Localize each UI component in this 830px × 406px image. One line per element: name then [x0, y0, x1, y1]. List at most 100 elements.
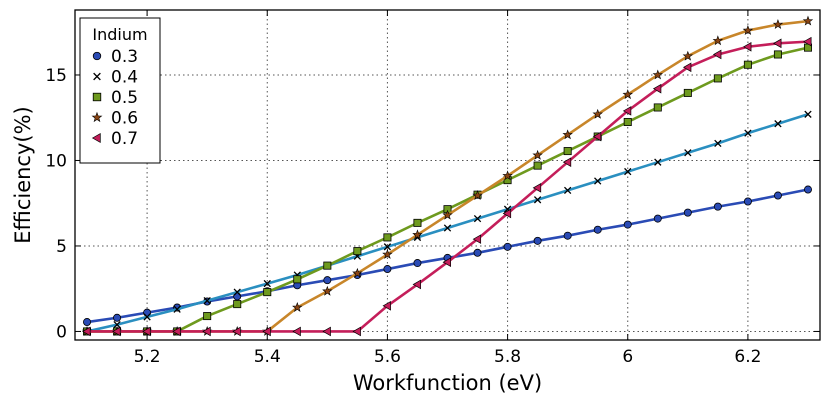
data-point	[652, 83, 662, 94]
data-point	[352, 326, 361, 337]
x-tick-label: 6	[622, 347, 633, 367]
legend-marker	[91, 132, 101, 144]
data-point	[262, 326, 271, 337]
data-point	[773, 191, 782, 200]
series-0-7	[82, 36, 812, 337]
legend-marker	[93, 72, 101, 81]
data-point	[682, 62, 692, 73]
data-point	[383, 265, 392, 274]
legend-marker	[91, 111, 103, 123]
data-point	[292, 302, 303, 312]
data-point	[683, 88, 692, 97]
legend-item: 0.3	[92, 47, 138, 67]
y-tick-label: 15	[45, 66, 67, 86]
data-point	[654, 158, 662, 166]
data-point	[412, 229, 423, 240]
data-point	[533, 161, 542, 170]
plot-frame	[74, 9, 821, 341]
data-point	[323, 261, 332, 270]
data-point	[443, 224, 452, 232]
data-point	[563, 231, 572, 240]
data-point	[774, 120, 782, 128]
legend-item: 0.6	[91, 109, 138, 129]
legend: Indium 0.30.40.50.60.7	[79, 17, 161, 164]
y-tick-label: 0	[56, 322, 67, 342]
data-point	[203, 312, 212, 321]
axis-ticks: 5.2 5.4 5.6 5.8 6 6.2 0 5 10 15	[45, 10, 820, 367]
data-point	[533, 196, 542, 204]
data-point	[533, 236, 542, 245]
legend-item: 0.5	[92, 88, 138, 108]
x-tick-label: 6.2	[734, 347, 761, 367]
legend-label: 0.3	[111, 47, 138, 67]
y-axis-label: Efficiency(%)	[11, 106, 35, 244]
data-point	[803, 185, 812, 194]
data-point	[293, 275, 302, 284]
legend-item: 0.4	[93, 68, 138, 88]
data-point	[624, 167, 632, 176]
legend-label: 0.4	[111, 68, 138, 88]
data-point	[323, 276, 332, 285]
data-point	[233, 288, 241, 296]
data-point	[202, 326, 211, 337]
x-axis-label: Workfunction (eV)	[353, 371, 542, 395]
data-point	[473, 248, 482, 257]
data-point	[503, 242, 512, 251]
data-point	[383, 243, 392, 251]
data-point	[562, 157, 572, 167]
data-point	[592, 131, 602, 142]
data-point	[532, 149, 543, 160]
legend-title: Indium	[92, 25, 147, 44]
data-point	[622, 106, 632, 116]
data-point	[502, 208, 512, 219]
data-point	[322, 326, 331, 337]
data-point	[532, 183, 542, 193]
data-point	[773, 50, 782, 59]
data-point	[682, 50, 694, 61]
data-point	[684, 149, 692, 157]
data-point	[564, 186, 572, 195]
data-point	[112, 326, 121, 337]
x-tick-label: 5.6	[374, 347, 401, 367]
data-point	[714, 139, 722, 148]
data-point	[233, 300, 242, 309]
data-point	[653, 214, 662, 223]
series-0-4	[83, 110, 812, 336]
data-point	[804, 110, 812, 118]
data-point	[683, 208, 692, 217]
legend-item: 0.7	[91, 129, 138, 149]
data-point	[742, 25, 754, 35]
data-point	[594, 177, 602, 185]
data-point	[502, 170, 513, 181]
data-point	[292, 326, 301, 337]
legend-marker	[92, 92, 102, 102]
data-point	[382, 249, 393, 259]
legend-marker	[92, 51, 102, 61]
data-point	[773, 38, 782, 49]
data-point	[142, 326, 151, 337]
data-point	[413, 259, 422, 268]
data-point	[562, 129, 573, 140]
data-point	[742, 41, 752, 52]
data-point	[232, 326, 241, 337]
data-point	[563, 147, 572, 156]
data-point	[472, 234, 482, 244]
data-point	[652, 69, 663, 80]
x-tick-label: 5.2	[134, 347, 161, 367]
data-point	[83, 318, 92, 327]
data-point	[412, 279, 421, 290]
data-point	[713, 202, 722, 211]
legend-label: 0.6	[111, 109, 138, 129]
data-point	[353, 247, 362, 256]
data-point	[413, 218, 422, 227]
data-point	[442, 257, 451, 268]
data-point	[263, 288, 272, 297]
data-point	[173, 305, 181, 313]
data-point	[623, 117, 632, 126]
data-point	[803, 36, 812, 47]
data-point	[263, 279, 271, 288]
data-point	[593, 225, 602, 234]
legend-items: 0.30.40.50.60.7	[91, 47, 138, 149]
y-tick-label: 10	[45, 151, 67, 171]
